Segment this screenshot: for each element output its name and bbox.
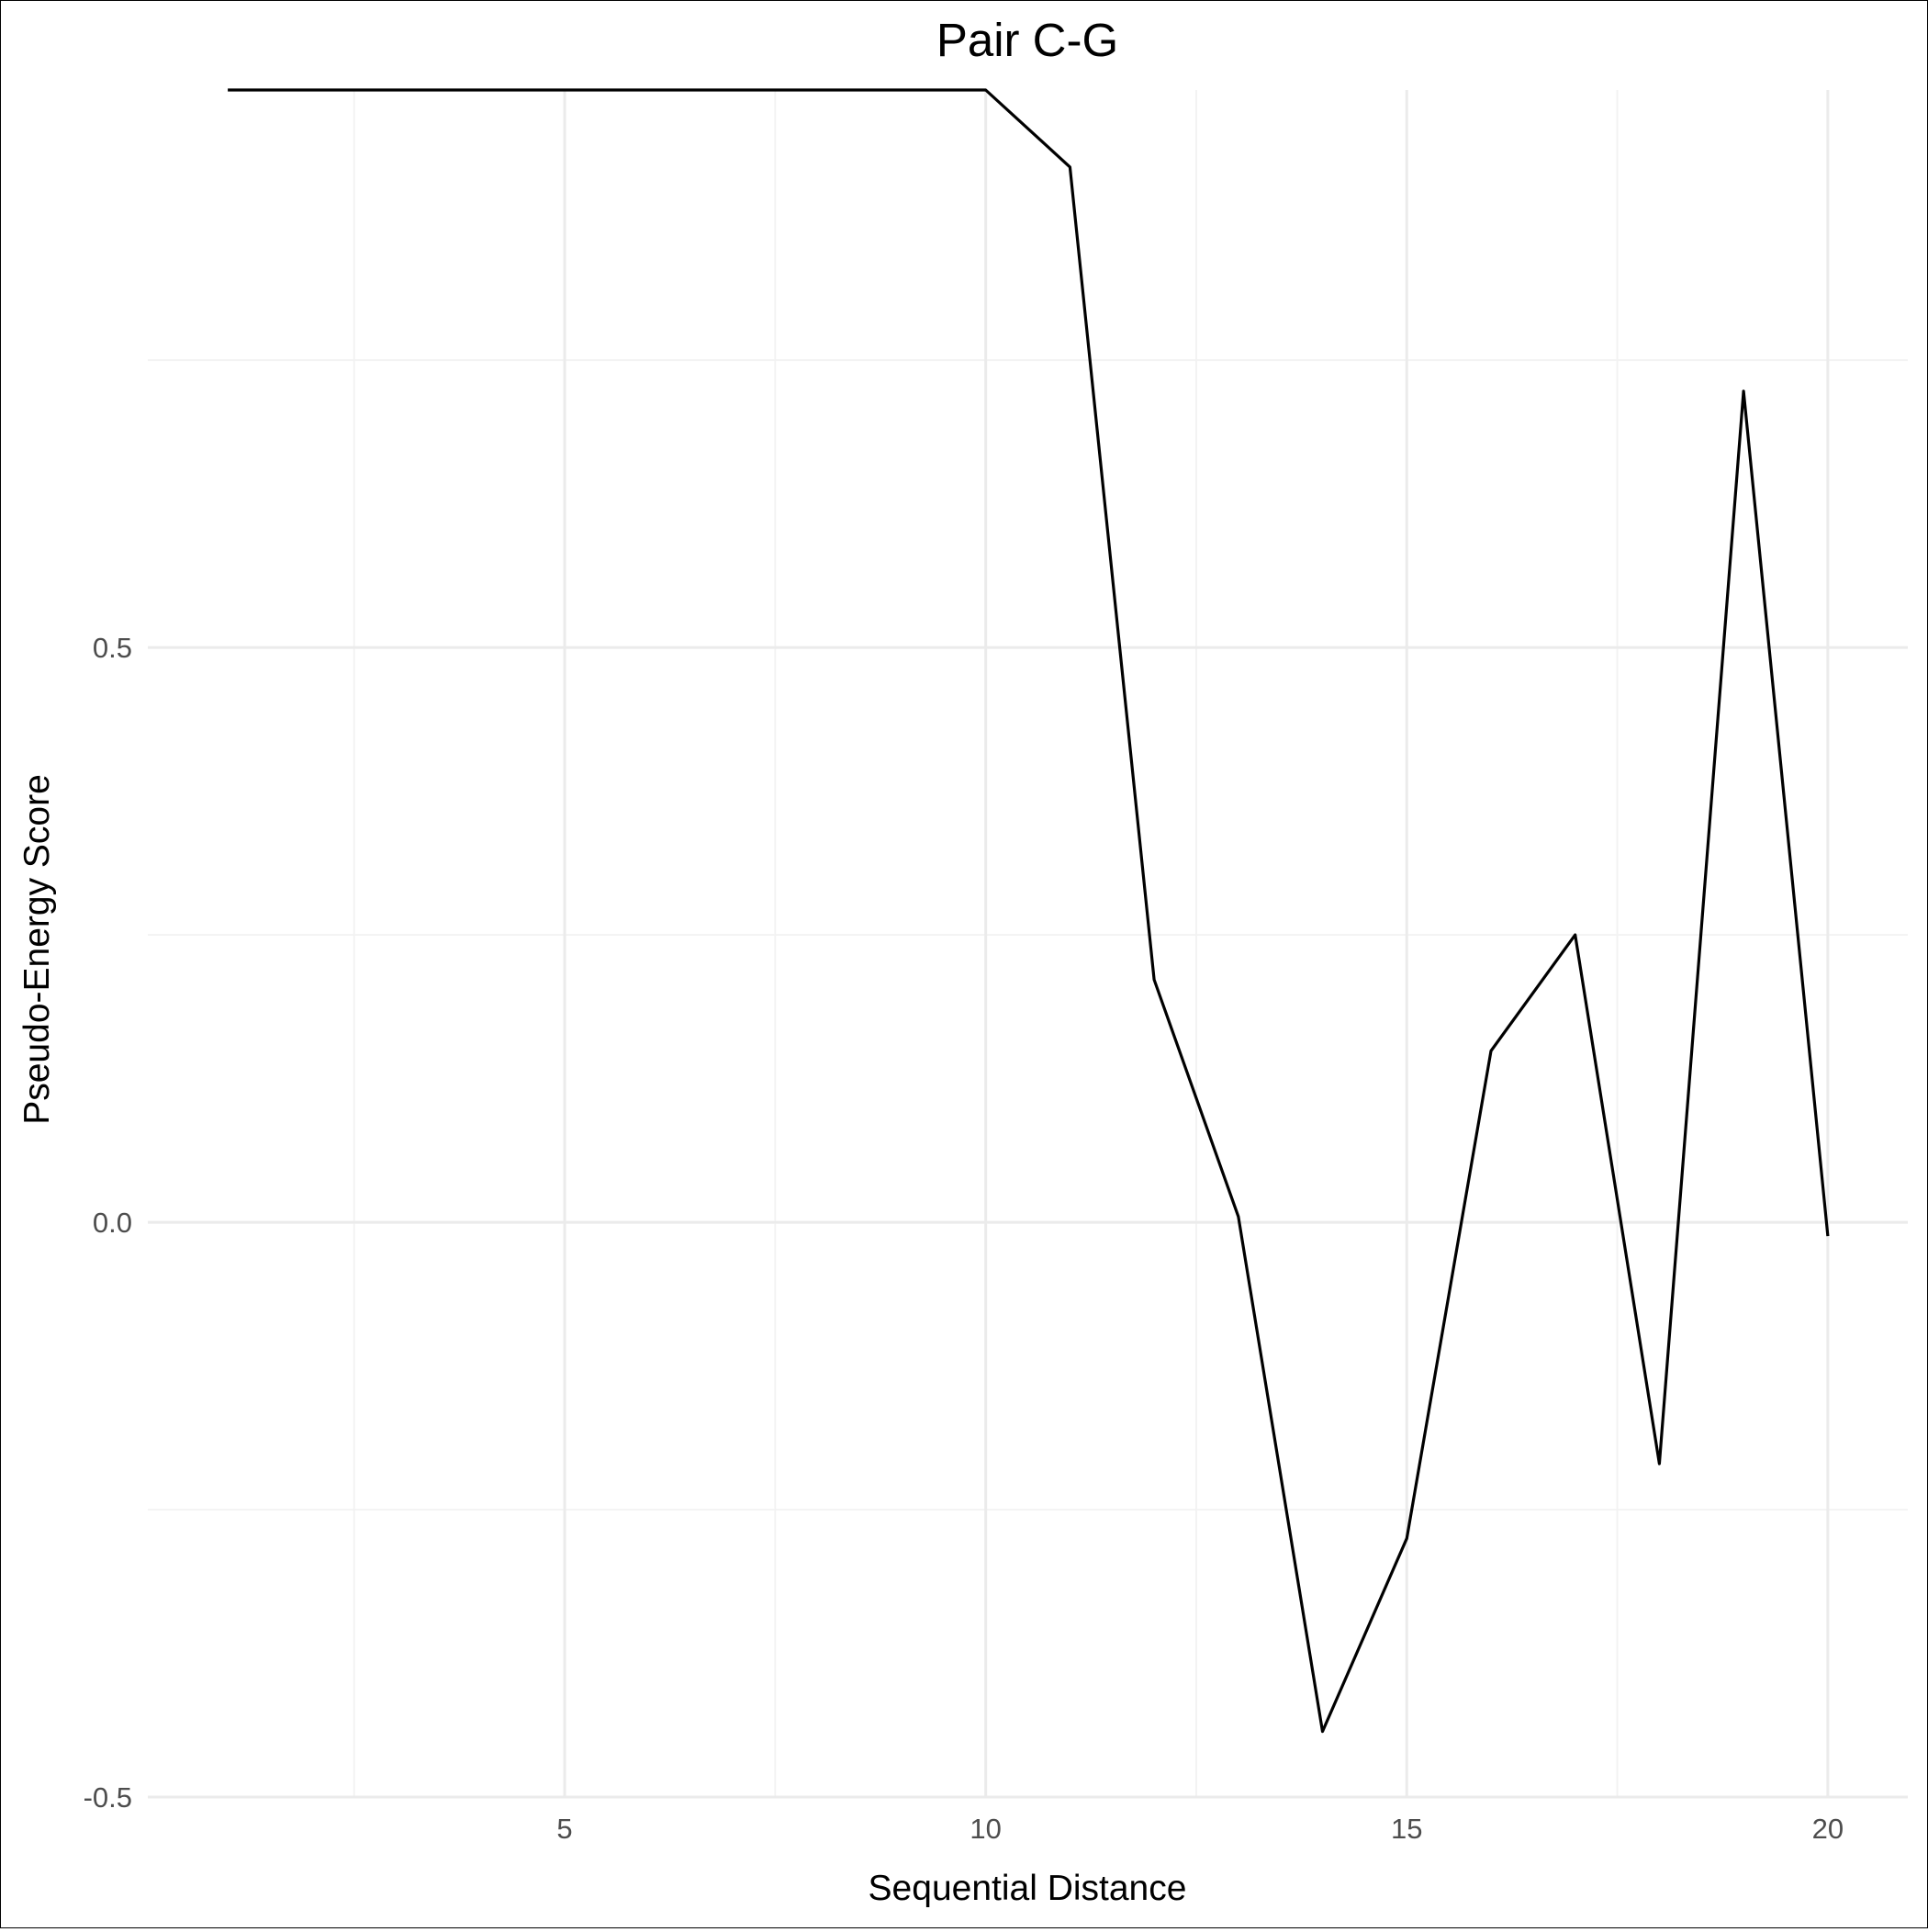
y-tick-label-1: 0.0	[93, 1207, 132, 1239]
series-line-0	[228, 88, 1830, 1734]
y-tick-label-2: 0.5	[93, 632, 132, 664]
tick-label-layer: 5 10 15 20 -0.5 0.0 0.5	[84, 632, 1844, 1845]
x-tick-label-2: 15	[1391, 1813, 1422, 1845]
x-tick-label-0: 5	[556, 1813, 572, 1845]
x-tick-label-1: 10	[970, 1813, 1001, 1845]
series-layer	[228, 88, 1830, 1734]
chart-title: Pair C-G	[936, 14, 1118, 66]
x-axis-title: Sequential Distance	[869, 1869, 1187, 1908]
grid-layer	[148, 90, 1908, 1799]
x-tick-label-3: 20	[1812, 1813, 1844, 1845]
y-axis-title: Pseudo-Energy Score	[17, 774, 57, 1125]
y-tick-label-0: -0.5	[84, 1781, 132, 1814]
